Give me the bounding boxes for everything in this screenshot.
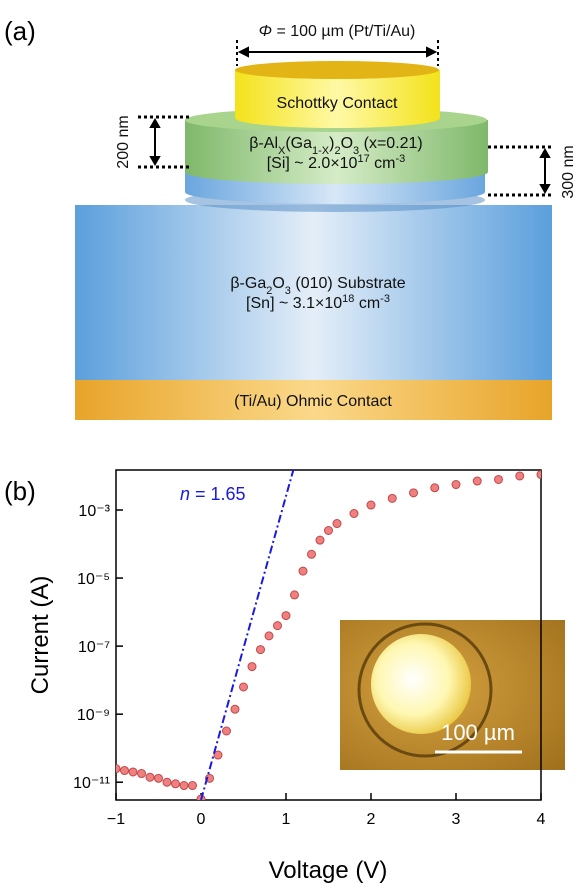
diameter-text: = 100 µm (Pt/Ti/Au) bbox=[272, 23, 415, 40]
data-point bbox=[516, 472, 524, 480]
x-tick-label: 3 bbox=[452, 811, 461, 828]
data-point bbox=[231, 705, 239, 713]
substrate bbox=[75, 205, 552, 380]
t: cm bbox=[354, 295, 380, 312]
fit-text: = 1.65 bbox=[190, 484, 246, 504]
schottky-label: Schottky Contact bbox=[277, 95, 399, 112]
t: -3 bbox=[395, 153, 405, 165]
data-point bbox=[473, 477, 481, 485]
t: β-Al bbox=[249, 135, 278, 152]
x-tick-label: 0 bbox=[197, 811, 206, 828]
data-point bbox=[129, 768, 137, 776]
data-point bbox=[410, 489, 418, 497]
data-point bbox=[180, 782, 188, 790]
ohmic-label: (Ti/Au) Ohmic Contact bbox=[234, 393, 392, 410]
data-point bbox=[189, 782, 197, 790]
t: [Sn] ~ 3.1×10 bbox=[246, 295, 342, 312]
y-tick-label: 10⁻³ bbox=[78, 503, 110, 520]
data-point bbox=[274, 622, 282, 630]
x-axis-label: Voltage (V) bbox=[269, 857, 388, 884]
data-point bbox=[431, 484, 439, 492]
t: O bbox=[341, 135, 353, 152]
data-point bbox=[537, 471, 545, 479]
data-point bbox=[265, 632, 273, 640]
t: (Ga bbox=[285, 135, 312, 152]
diameter-symbol: Φ bbox=[259, 23, 272, 40]
panel-a: (a) Schottky Contact Φ = 100 µm (Pt/Ti/A… bbox=[4, 16, 577, 420]
inset-pad bbox=[371, 634, 471, 734]
x-tick-label: 1 bbox=[282, 811, 291, 828]
data-point bbox=[325, 527, 333, 535]
data-point bbox=[452, 481, 460, 489]
data-point bbox=[146, 773, 154, 781]
panel-label: (b) bbox=[4, 476, 36, 506]
fit-label: n = 1.65 bbox=[180, 484, 246, 504]
epi-doping: [Si] ~ 2.0×1017 cm-3 bbox=[267, 153, 406, 172]
dim-arrow bbox=[151, 120, 159, 164]
t: -3 bbox=[380, 293, 390, 305]
data-point bbox=[163, 778, 171, 786]
t: 17 bbox=[357, 153, 369, 165]
data-point bbox=[495, 475, 503, 483]
x-tick-label: 4 bbox=[537, 811, 546, 828]
dim-arrow bbox=[240, 48, 435, 56]
data-point bbox=[172, 780, 180, 788]
scale-label: 100 µm bbox=[441, 720, 515, 745]
t: [Si] ~ 2.0×10 bbox=[267, 155, 358, 172]
data-point bbox=[308, 550, 316, 558]
t: β-Ga bbox=[230, 275, 266, 292]
data-point bbox=[112, 765, 120, 773]
x-tick-label: −1 bbox=[107, 811, 125, 828]
data-point bbox=[316, 536, 324, 544]
data-point bbox=[223, 727, 231, 735]
data-point bbox=[350, 509, 358, 517]
y-tick-label: 10⁻¹¹ bbox=[73, 775, 110, 792]
t: 18 bbox=[342, 293, 354, 305]
data-point bbox=[299, 567, 307, 575]
dim-arrow bbox=[541, 150, 549, 192]
figure: (a) Schottky Contact Φ = 100 µm (Pt/Ti/A… bbox=[0, 0, 581, 889]
x-tick-label: 2 bbox=[367, 811, 376, 828]
t: (x=0.21) bbox=[359, 135, 423, 152]
data-point bbox=[121, 767, 129, 775]
t: (010) Substrate bbox=[291, 275, 406, 292]
substrate-doping: [Sn] ~ 3.1×1018 cm-3 bbox=[246, 293, 390, 312]
y-axis-label: Current (A) bbox=[27, 576, 54, 695]
data-point bbox=[333, 520, 341, 528]
data-point bbox=[155, 774, 163, 782]
fit-line bbox=[201, 466, 295, 800]
y-tick-label: 10⁻⁹ bbox=[77, 707, 110, 724]
data-point bbox=[240, 683, 248, 691]
data-point bbox=[282, 612, 290, 620]
data-point bbox=[291, 591, 299, 599]
panel-b: (b) 100 µm Voltage (V) Current (A) n = 1… bbox=[4, 466, 565, 884]
data-point bbox=[138, 770, 146, 778]
schottky-top bbox=[235, 61, 439, 79]
epi-thickness: 200 nm bbox=[115, 115, 132, 168]
diameter-label: Φ = 100 µm (Pt/Ti/Au) bbox=[259, 23, 416, 40]
y-tick-label: 10⁻⁷ bbox=[78, 639, 110, 656]
t: O bbox=[272, 275, 284, 292]
data-point bbox=[257, 646, 265, 654]
data-point bbox=[248, 663, 256, 671]
t: cm bbox=[370, 155, 396, 172]
y-tick-label: 10⁻⁵ bbox=[77, 571, 110, 588]
fit-symbol: n bbox=[180, 484, 190, 504]
total-thickness: 300 nm bbox=[560, 145, 577, 198]
panel-label: (a) bbox=[4, 16, 36, 46]
data-point bbox=[367, 501, 375, 509]
data-point bbox=[388, 494, 396, 502]
